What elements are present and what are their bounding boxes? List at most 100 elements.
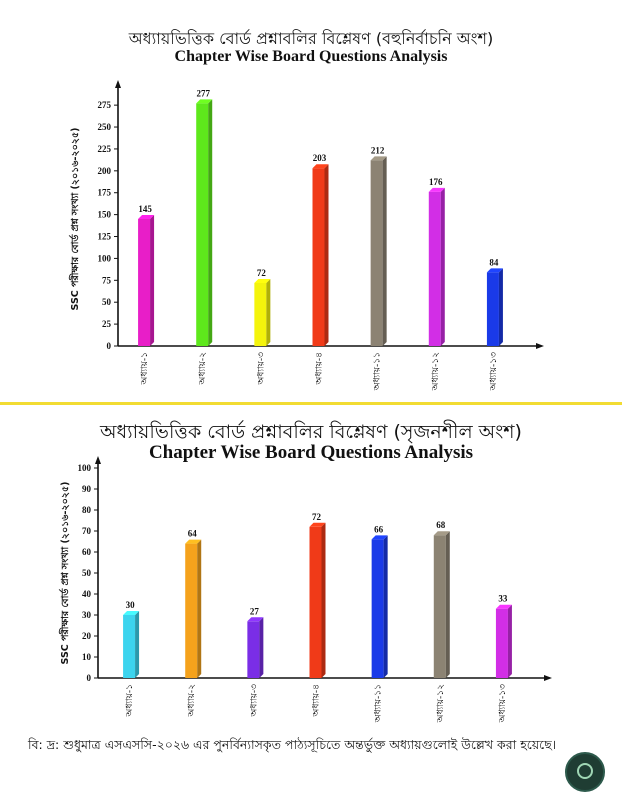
chart2-x-tick-label: অধ্যায়-৩ (249, 684, 259, 718)
chart2-y-tick-label: 10 (82, 652, 92, 662)
chart1-title-en: Chapter Wise Board Questions Analysis (174, 48, 448, 65)
chart1-y-tick-label: 75 (102, 275, 112, 285)
chart1-x-tick-label: অধ্যায়-১ (140, 352, 150, 385)
chart2-x-tick-label: অধ্যায়-১৩ (498, 684, 508, 723)
chart1-bar-top (428, 187, 445, 192)
chart2-data-label: 30 (126, 600, 136, 610)
chart1-y-tick-label: 250 (98, 122, 112, 132)
chart1-y-tick-label: 200 (98, 166, 112, 176)
chart1-data-label: 72 (257, 268, 267, 278)
chart1-x-axis-arrow (536, 343, 544, 349)
chart2-bar (371, 539, 384, 678)
chart1-bar-top (312, 164, 329, 169)
chart1-x-tick-label: অধ্যায়-২ (198, 352, 208, 386)
chart1-y-tick-label: 50 (102, 297, 112, 307)
chart2-data-label: 66 (374, 524, 384, 534)
chart2-y-tick-label: 50 (82, 568, 92, 578)
chart2-y-tick-label: 80 (82, 505, 92, 515)
chart2-y-tick-label: 90 (82, 484, 92, 494)
chart2-bar-top (123, 611, 140, 615)
chart2-bar-side (135, 611, 140, 678)
chart1-bar (370, 160, 383, 346)
chart1-data-label: 176 (429, 177, 443, 187)
chart2-bar-side (507, 604, 512, 678)
chart2-y-tick-label: 60 (82, 547, 92, 557)
chart1-y-tick-label: 150 (98, 210, 112, 220)
chart2-y-tick-label: 70 (82, 526, 92, 536)
chart2-bar (185, 543, 198, 678)
chart1-x-tick-label: অধ্যায়-৪ (315, 352, 325, 385)
chart1-bar-top (370, 156, 387, 161)
chart1-svg: 0 25 50 75 100 125 150 175 200 225 250 275 SSC পরীক্… (67, 80, 544, 391)
chart2-bar (123, 615, 136, 678)
chart2-y-tick-label: 40 (82, 589, 92, 599)
chart2-bar-top (185, 539, 202, 544)
chart1-y-tick-label: 175 (98, 188, 112, 198)
chart2-y-tick-label: 20 (82, 631, 92, 641)
chart2-data-label: 72 (312, 512, 322, 522)
chart1-data-label: 84 (489, 257, 499, 267)
chart2-bar-top (433, 531, 450, 536)
chart1-data-label: 145 (138, 204, 152, 214)
chart2-x-tick-label: অধ্যায়-১১ (374, 684, 384, 723)
chart1-bar-side (266, 278, 271, 346)
chart2-data-label: 27 (250, 606, 260, 616)
chart2-y-axis-arrow (95, 456, 101, 464)
chart2-y-axis-label: SSC পরীক্ষার বোর্ড প্রশ্ন সংখ্যা (২০১৬-২… (57, 482, 71, 665)
chart2-title-bn: অধ্যায়ভিত্তিক বোর্ড প্রশ্নাবলির বিশ্লেষ… (100, 421, 522, 443)
chart1-bar-top (486, 268, 503, 273)
chart1-y-tick-label: 125 (98, 232, 112, 242)
chart2-bar-top (495, 604, 512, 609)
chart1-bar-side (324, 164, 329, 346)
chart1-y-axis-label: SSC পরীক্ষার বোর্ড প্রশ্ন সংখ্যা (২০১৬-২… (67, 128, 81, 311)
chart2-bar-top (309, 522, 326, 527)
chart2-data-label: 33 (498, 594, 508, 604)
chart2-bar-side (383, 535, 388, 678)
chart1-data-label: 212 (371, 145, 385, 155)
chart1-data-label: 203 (313, 153, 327, 163)
chart1-y-tick-label: 100 (98, 253, 112, 263)
chart2-x-tick-label: অধ্যায়-১ (125, 684, 135, 717)
chart2-x-tick-label: অধ্যায়-২ (187, 684, 197, 718)
chart1-bar (312, 168, 325, 346)
chart1-bar (254, 282, 267, 346)
chart1-y-axis-arrow (115, 80, 121, 88)
chart2-y-tick-label: 0 (87, 673, 92, 683)
chart2-y-tick-label: 30 (82, 610, 92, 620)
chart1-title-bn: অধ্যায়ভিত্তিক বোর্ড প্রশ্নাবলির বিশ্লেষ… (128, 29, 494, 48)
chart1-x-tick-label: অধ্যায়-১১ (373, 352, 383, 391)
chart1-bar-side (208, 99, 213, 347)
chart2-bar-side (197, 539, 202, 678)
chart1-data-label: 277 (196, 88, 210, 98)
chart2-y-tick-label: 100 (78, 463, 92, 473)
chart2-bar (495, 608, 508, 678)
chart1-y-tick-label: 25 (102, 319, 112, 329)
chart2-x-tick-label: অধ্যায়-৪ (312, 684, 322, 717)
chart2-bar-side (321, 522, 326, 678)
chart1-bar (138, 219, 151, 346)
chart2-title-en: Chapter Wise Board Questions Analysis (148, 442, 474, 463)
chart1-bar-top (138, 215, 155, 219)
chart2-bar (247, 621, 260, 678)
footnote: বি: দ্র: শুধুমাত্র এসএসসি-২০২৬ এর পুনর্ব… (28, 737, 557, 752)
publisher-logo-icon (565, 752, 605, 792)
chart1-bar (196, 103, 209, 347)
chart2-bar-side (445, 531, 450, 678)
chart1-x-tick-label: অধ্যায়-৩ (256, 352, 266, 386)
chart2-bar (433, 535, 446, 678)
chart1-x-tick-label: অধ্যায়-১৩ (489, 352, 499, 391)
chart1-y-tick-label: 225 (98, 144, 112, 154)
chart1-bar-side (498, 268, 503, 346)
chart2-bar-top (371, 535, 388, 540)
section-divider (0, 402, 622, 405)
chart1-bar-side (382, 156, 387, 346)
chart2-bar (309, 526, 322, 678)
chart1-x-tick-label: অধ্যায়-১২ (431, 352, 441, 391)
chart1-bar-side (150, 215, 155, 346)
chart1-y-tick-label: 0 (107, 341, 112, 351)
chart2-bar-side (259, 617, 264, 678)
chart1-y-tick-label: 275 (98, 100, 112, 110)
chart1-bar-side (440, 187, 445, 346)
chart1-bar (428, 191, 441, 346)
